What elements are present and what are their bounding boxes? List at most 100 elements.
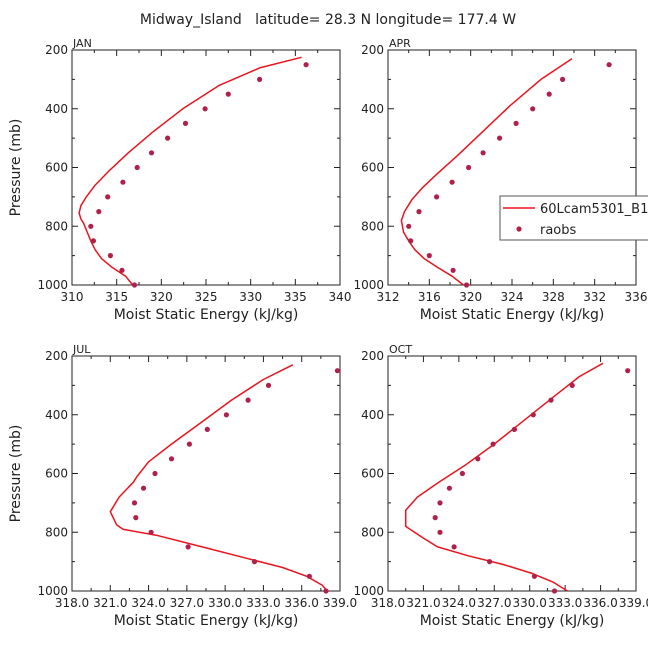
raob-point-jan bbox=[131, 282, 138, 288]
panel-frame-oct bbox=[387, 355, 637, 592]
raob-point-jul bbox=[334, 368, 340, 374]
raob-point-jul bbox=[323, 588, 329, 594]
x-tick-label-apr: 332 bbox=[583, 290, 606, 304]
y-tick-label-jan: 600 bbox=[45, 161, 68, 175]
legend-box bbox=[499, 195, 648, 241]
raob-point-apr bbox=[408, 238, 414, 244]
raob-point-oct bbox=[432, 515, 438, 521]
y-tick-label-apr: 600 bbox=[361, 161, 384, 175]
raob-point-jan bbox=[165, 135, 171, 141]
raob-point-jan bbox=[225, 91, 231, 97]
panel-frame-jul bbox=[71, 355, 341, 592]
raob-point-jul bbox=[152, 470, 158, 477]
raob-point-jan bbox=[105, 194, 111, 200]
x-tick-label-jul: 318.0 bbox=[55, 596, 89, 610]
x-tick-label-jul: 333.0 bbox=[246, 596, 280, 610]
y-tick-label-jul: 200 bbox=[45, 349, 68, 363]
raob-point-oct bbox=[551, 588, 558, 594]
x-tick-label-apr: 328 bbox=[542, 290, 565, 304]
model-line-jan bbox=[78, 56, 302, 285]
y-tick-label-oct: 800 bbox=[361, 525, 384, 539]
y-tick-label-jan: 400 bbox=[45, 102, 68, 116]
raob-point-apr bbox=[497, 135, 503, 141]
panel-jul: JUL 318.0 321.0 324.0 327.0 330.0 333.0 336.0 33… bbox=[8, 343, 357, 629]
panel-title-apr: APR bbox=[389, 37, 411, 50]
raob-point-oct bbox=[569, 382, 575, 388]
raob-point-jul bbox=[140, 485, 147, 491]
raob-point-oct bbox=[531, 573, 538, 579]
raob-point-oct bbox=[437, 500, 443, 506]
raob-point-oct bbox=[625, 368, 631, 374]
x-axis-label-apr: Moist Static Energy (kJ/kg) bbox=[420, 307, 605, 323]
x-tick-label-jan: 335 bbox=[284, 290, 307, 304]
x-tick-label-apr: 320 bbox=[459, 290, 482, 304]
panel-frame-apr bbox=[387, 49, 637, 286]
raob-point-apr bbox=[560, 76, 566, 82]
model-line-jul bbox=[109, 364, 329, 591]
raob-point-jul bbox=[186, 441, 192, 447]
x-tick-label-apr: 336 bbox=[625, 290, 648, 304]
raob-point-jan bbox=[120, 179, 126, 185]
raob-point-apr bbox=[434, 194, 440, 200]
y-tick-label-oct: 1000 bbox=[353, 584, 384, 598]
raob-point-oct bbox=[548, 397, 554, 403]
x-tick-label-jan: 320 bbox=[150, 290, 173, 304]
x-tick-label-apr: 324 bbox=[501, 290, 524, 304]
x-tick-label-jan: 310 bbox=[61, 290, 84, 304]
model-line-apr bbox=[400, 58, 573, 285]
x-tick-label-oct: 339.0 bbox=[619, 596, 648, 610]
y-tick-label-jul: 800 bbox=[45, 525, 68, 539]
x-tick-label-jul: 336.0 bbox=[285, 596, 319, 610]
y-tick-label-apr: 1000 bbox=[353, 278, 384, 292]
raob-point-oct bbox=[451, 544, 457, 550]
y-tick-label-jan: 200 bbox=[45, 43, 68, 57]
raob-point-jul bbox=[168, 456, 175, 462]
x-tick-label-oct: 318.0 bbox=[371, 596, 405, 610]
raob-point-oct bbox=[530, 412, 536, 418]
x-tick-label-jan: 330 bbox=[239, 290, 262, 304]
model-line-oct bbox=[404, 362, 604, 591]
raob-point-jul bbox=[245, 397, 251, 403]
raob-point-oct bbox=[475, 456, 481, 462]
legend-obs-label: raobs bbox=[540, 223, 577, 238]
x-tick-label-apr: 316 bbox=[418, 290, 441, 304]
y-tick-label-oct: 400 bbox=[361, 408, 384, 422]
y-tick-label-jul: 1000 bbox=[37, 584, 68, 598]
x-tick-label-jul: 327.0 bbox=[170, 596, 204, 610]
raob-point-jan bbox=[182, 120, 189, 126]
raob-point-jan bbox=[119, 267, 125, 273]
x-tick-label-jan: 340 bbox=[329, 290, 352, 304]
x-tick-label-jul: 321.0 bbox=[93, 596, 127, 610]
x-tick-label-oct: 333.0 bbox=[548, 596, 582, 610]
y-tick-label-jan: 800 bbox=[45, 219, 68, 233]
x-tick-label-oct: 336.0 bbox=[583, 596, 617, 610]
x-tick-label-oct: 330.0 bbox=[513, 596, 547, 610]
raob-point-jan bbox=[257, 76, 263, 82]
raob-point-jul bbox=[204, 426, 210, 432]
raob-point-oct bbox=[490, 441, 496, 447]
x-tick-label-oct: 324.0 bbox=[442, 596, 476, 610]
panel-title-jul: JUL bbox=[72, 343, 91, 356]
y-tick-label-apr: 200 bbox=[361, 43, 384, 57]
raob-point-jul bbox=[306, 573, 312, 579]
raob-point-oct bbox=[511, 426, 517, 432]
x-axis-label-oct: Moist Static Energy (kJ/kg) bbox=[420, 613, 605, 629]
raob-point-apr bbox=[480, 150, 486, 156]
raob-point-apr bbox=[530, 106, 536, 112]
raob-point-jul bbox=[131, 500, 138, 506]
raob-point-jul bbox=[251, 559, 258, 565]
y-tick-label-apr: 400 bbox=[361, 102, 384, 116]
legend-obs-swatch bbox=[516, 226, 522, 232]
raob-point-jan bbox=[303, 62, 309, 68]
raob-point-jan bbox=[88, 223, 94, 229]
x-axis-label-jul: Moist Static Energy (kJ/kg) bbox=[114, 613, 299, 629]
figure-title: Midway_Island latitude= 28.3 N longitude… bbox=[140, 12, 516, 28]
legend-model-label: 60Lcam5301_B1 bbox=[540, 202, 648, 217]
raob-point-apr bbox=[426, 253, 432, 259]
raob-point-jan bbox=[96, 209, 102, 215]
raob-point-apr bbox=[449, 179, 455, 185]
y-tick-label-apr: 800 bbox=[361, 219, 384, 233]
panel-title-jan: JAN bbox=[72, 37, 92, 50]
raob-point-jan bbox=[202, 106, 208, 112]
